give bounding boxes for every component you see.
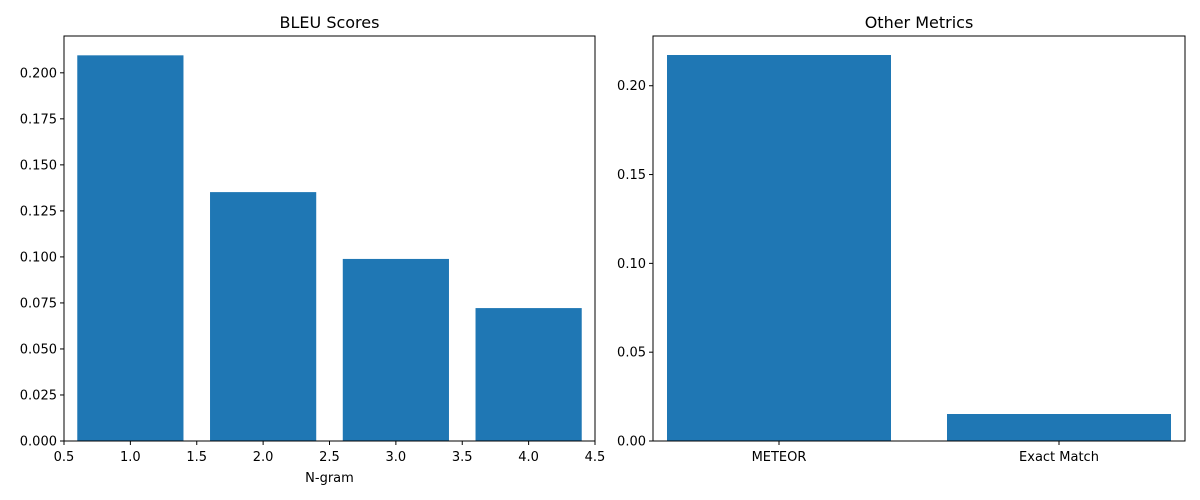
other-metrics-chart: Other Metrics 0.00 0.05 0.10 0.15 0.20 METEO… [617, 13, 1186, 465]
x-tick-label: 1.0 [120, 450, 141, 465]
y-tick-label: 0.05 [617, 346, 646, 361]
plot-frame [652, 35, 1186, 442]
bar [342, 258, 449, 441]
bar [667, 55, 891, 441]
chart-title: BLEU Scores [280, 13, 380, 32]
x-tick-label: 4.0 [518, 450, 539, 465]
x-tick-label: Exact Match [1019, 450, 1099, 465]
y-tick-label: 0.025 [20, 388, 57, 403]
x-axis: 0.5 1.0 1.5 2.0 2.5 3.0 3.5 4.0 4.5 [54, 441, 606, 465]
bar-group [667, 55, 1171, 441]
x-axis-label: N-gram [305, 471, 354, 486]
y-tick-label: 0.100 [20, 250, 57, 265]
bleu-chart: BLEU Scores 0.000 0.025 0.050 0.075 0.100 0.1… [20, 13, 606, 486]
y-axis: 0.000 0.025 0.050 0.075 0.100 0.125 0.150 0.175… [20, 66, 64, 450]
x-tick-label: 3.0 [386, 450, 407, 465]
chart-title: Other Metrics [865, 13, 974, 32]
x-tick-label: 1.5 [186, 450, 207, 465]
bar [475, 308, 582, 441]
y-tick-label: 0.200 [20, 66, 57, 81]
y-tick-label: 0.000 [20, 435, 57, 450]
x-tick-label: 2.5 [319, 450, 340, 465]
bar [77, 55, 184, 442]
y-tick-label: 0.15 [617, 168, 646, 183]
bar-group [77, 55, 582, 442]
x-axis: METEOR Exact Match [752, 441, 1099, 465]
x-tick-label: 4.5 [585, 450, 606, 465]
y-tick-label: 0.10 [617, 257, 646, 272]
x-tick-label: 2.0 [253, 450, 274, 465]
y-tick-label: 0.20 [617, 79, 646, 94]
y-tick-label: 0.050 [20, 342, 57, 357]
y-tick-label: 0.075 [20, 296, 57, 311]
y-axis: 0.00 0.05 0.10 0.15 0.20 [617, 79, 653, 450]
x-tick-label: 0.5 [54, 450, 75, 465]
x-tick-label: 3.5 [452, 450, 473, 465]
y-tick-label: 0.00 [617, 435, 646, 450]
bar [210, 192, 317, 441]
y-tick-label: 0.175 [20, 112, 57, 127]
x-tick-label: METEOR [752, 450, 807, 465]
y-tick-label: 0.125 [20, 204, 57, 219]
bar [947, 414, 1171, 441]
y-tick-label: 0.150 [20, 158, 57, 173]
